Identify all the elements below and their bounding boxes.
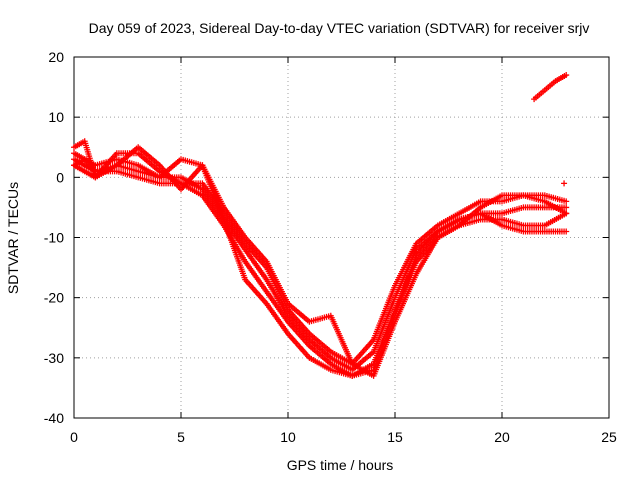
x-tick-label: 10	[280, 429, 296, 445]
x-tick-label: 20	[494, 429, 510, 445]
data-point	[563, 198, 570, 205]
axis-ticks: 0 5 10 15 20 25 -40 -30 -20 -10 0 10 20	[44, 49, 617, 445]
data-point	[563, 72, 570, 79]
series-arc-late	[531, 72, 570, 103]
y-tick-label: 0	[56, 169, 64, 185]
series-track-3	[71, 150, 570, 367]
y-tick-label: 10	[48, 109, 64, 125]
series-track-2	[71, 150, 570, 373]
x-tick-label: 0	[70, 429, 78, 445]
grid-lines	[74, 57, 609, 418]
x-tick-label: 5	[177, 429, 185, 445]
x-tick-label: 15	[387, 429, 403, 445]
x-axis-label: GPS time / hours	[287, 457, 394, 473]
y-tick-label: -30	[44, 350, 64, 366]
data-marks	[71, 72, 570, 379]
chart-title: Day 059 of 2023, Sidereal Day-to-day VTE…	[89, 20, 590, 36]
y-tick-label: -10	[44, 230, 64, 246]
data-point	[561, 180, 568, 187]
data-point	[563, 210, 570, 217]
y-axis-label: SDTVAR / TECUs	[5, 182, 21, 294]
y-tick-label: 20	[48, 49, 64, 65]
y-tick-label: -40	[44, 410, 64, 426]
data-point	[563, 204, 570, 211]
series-track-5	[71, 156, 570, 379]
data-point	[563, 228, 570, 235]
x-tick-label: 25	[601, 429, 617, 445]
series-isolated	[561, 180, 568, 187]
y-tick-label: -20	[44, 290, 64, 306]
